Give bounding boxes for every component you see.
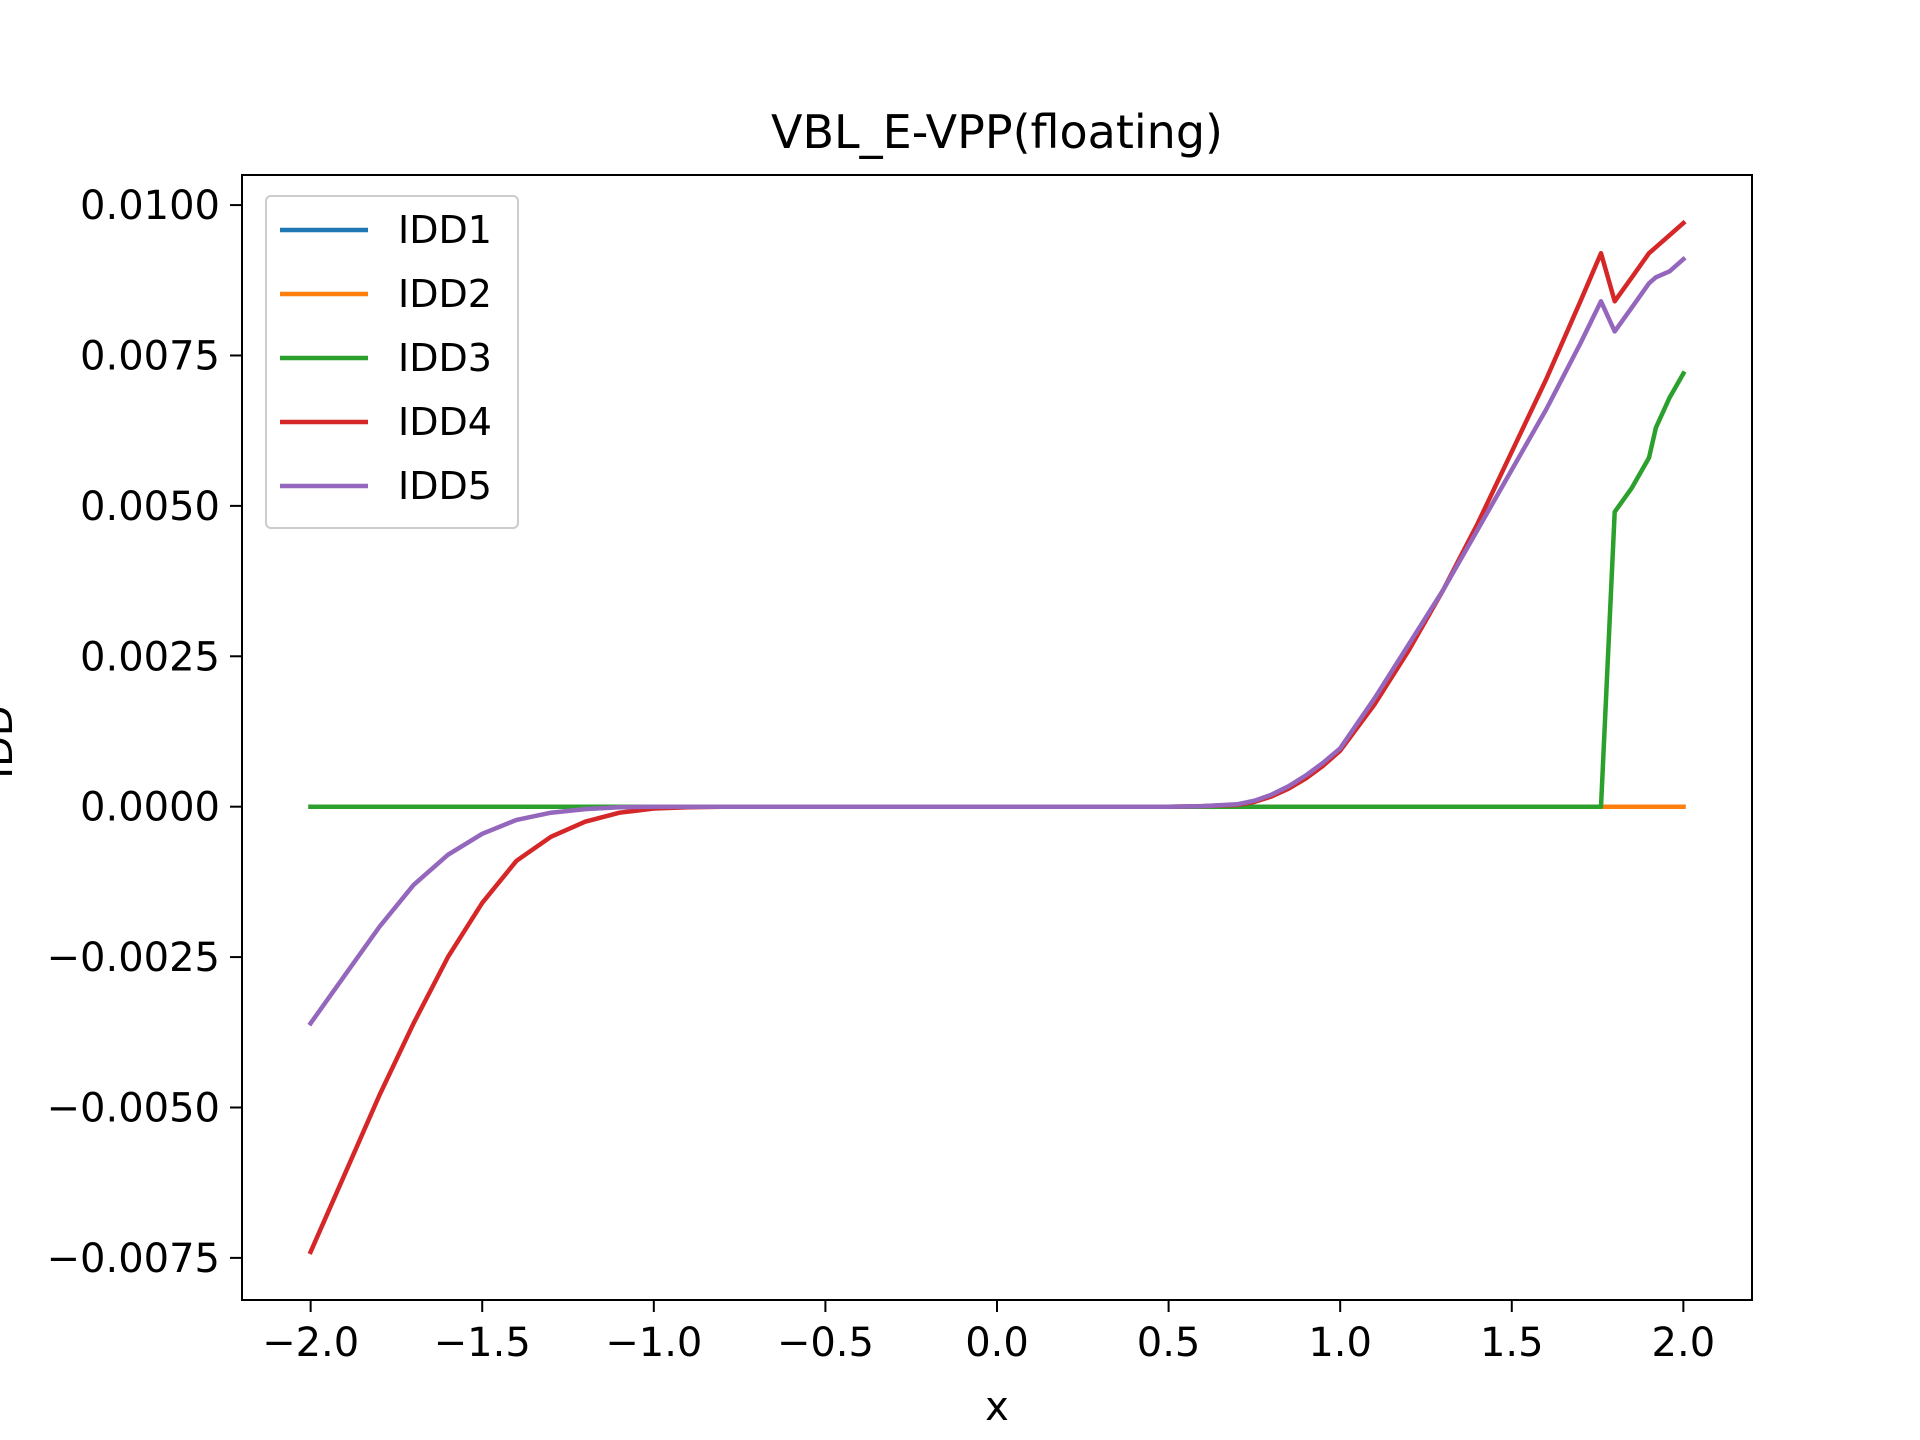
x-tick-label: 0.0: [965, 1320, 1029, 1366]
series-line-idd5: [307, 256, 1687, 1027]
y-tick-label: 0.0100: [80, 183, 220, 229]
plot-area: [241, 174, 1753, 1301]
x-tick-label: 0.5: [1137, 1320, 1201, 1366]
y-tick-label: −0.0050: [47, 1085, 220, 1131]
y-tick-label: 0.0000: [80, 785, 220, 831]
legend-label-idd2: IDD2: [398, 272, 492, 316]
legend: IDD1 IDD2 IDD3 IDD4 IDD5: [265, 195, 519, 529]
y-tick-label: 0.0025: [80, 634, 220, 680]
x-tick-label: 1.0: [1308, 1320, 1372, 1366]
series-lines: [307, 219, 1687, 1255]
x-tick-label: 1.5: [1480, 1320, 1544, 1366]
x-tick-label: −1.5: [434, 1320, 531, 1366]
chart-title: VBL_E-VPP(floating): [771, 105, 1223, 159]
y-tick-label: −0.0025: [47, 935, 220, 981]
x-tick-label: −1.0: [605, 1320, 702, 1366]
x-axis-label: x: [985, 1384, 1009, 1430]
y-axis-label: IDD: [0, 705, 22, 778]
x-tick-label: 2.0: [1652, 1320, 1716, 1366]
legend-label-idd1: IDD1: [398, 208, 492, 252]
y-tick-label: 0.0050: [80, 484, 220, 530]
x-axis: −2.0 −1.5 −1.0 −0.5 0.0 0.5 1.0 1.5 2.0: [262, 1300, 1715, 1366]
x-tick-label: −0.5: [777, 1320, 874, 1366]
legend-box: [265, 195, 519, 529]
y-axis: −0.0075 −0.0050 −0.0025 0.0000 0.0025 0.0050 0…: [47, 183, 242, 1282]
legend-label-idd4: IDD4: [398, 400, 492, 444]
y-tick-label: −0.0075: [47, 1236, 220, 1282]
x-tick-label: −2.0: [262, 1320, 359, 1366]
legend-label-idd5: IDD5: [398, 464, 492, 508]
legend-label-idd3: IDD3: [398, 336, 492, 380]
y-tick-label: 0.0075: [80, 333, 220, 379]
